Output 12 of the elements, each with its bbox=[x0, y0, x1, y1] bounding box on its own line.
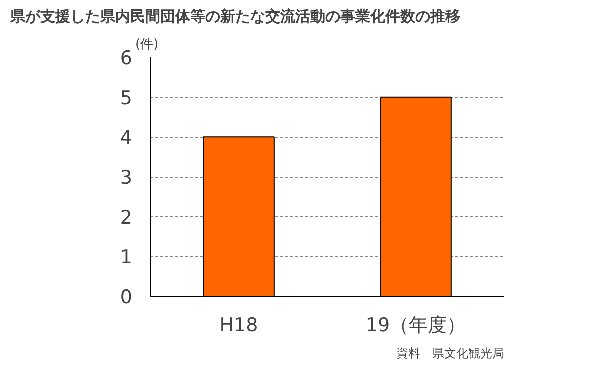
y-tick-label: 6 bbox=[120, 48, 133, 70]
y-tick-label: 4 bbox=[120, 127, 133, 150]
y-axis-title: (件) bbox=[136, 38, 159, 52]
text: 資料 県文化観光局 bbox=[396, 346, 504, 360]
y-tick-label: 3 bbox=[120, 167, 133, 189]
x-tick-label: 19（年度） bbox=[366, 314, 466, 336]
y-tick-label: 2 bbox=[120, 206, 133, 229]
y-tick-label: 0 bbox=[120, 286, 133, 308]
chart-title: 県が支援した県内民間団体等の新たな交流活動の事業化件数の推移 bbox=[10, 8, 460, 26]
y-tick-label: 1 bbox=[120, 246, 133, 269]
x-tick-label: H18 bbox=[220, 314, 258, 336]
y-tick-label: 5 bbox=[120, 87, 133, 110]
